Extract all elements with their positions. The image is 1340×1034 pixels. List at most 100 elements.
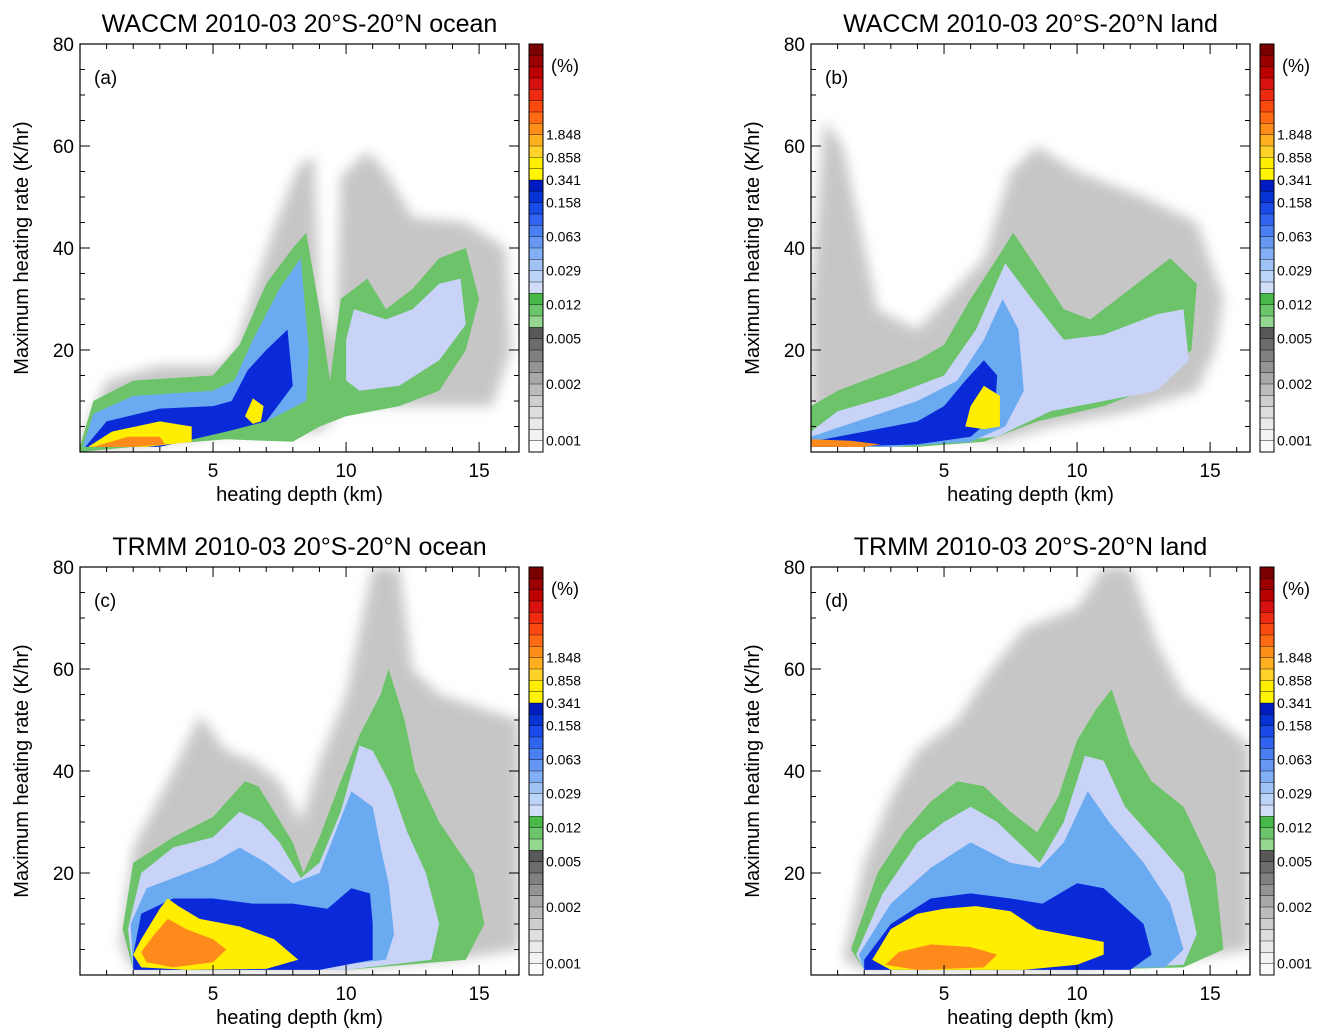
panel-label: (a)	[94, 68, 117, 89]
y-tick-label: 60	[53, 660, 74, 681]
colorbar-segment	[528, 179, 544, 192]
colorbar-segment	[1259, 134, 1275, 147]
colorbar-segment	[528, 770, 544, 783]
colorbar-segment	[528, 191, 544, 204]
colorbar-segment	[528, 293, 544, 306]
colorbar-segment	[1259, 406, 1275, 419]
colorbar-segment	[528, 383, 544, 396]
x-tick-label: 10	[1066, 984, 1087, 1005]
colorbar-tick-label: 0.158	[1277, 718, 1312, 734]
colorbar-segment	[528, 270, 544, 283]
colorbar-segment	[1259, 168, 1275, 181]
panel-label: (d)	[825, 591, 848, 612]
colorbar-segment	[528, 929, 544, 942]
colorbar-segment	[1259, 361, 1275, 374]
x-tick-label: 10	[1066, 461, 1087, 482]
colorbar: (%) 1.848 0.858 0.341 0.158 0.063 0.029 0.012 0.…	[528, 43, 581, 453]
colorbar-tick-label: 0.001	[546, 433, 581, 449]
colorbar-tick-label: 0.029	[546, 786, 581, 802]
colorbar-segment	[528, 202, 544, 215]
contour-region-0.858-7	[245, 398, 264, 424]
colorbar-segment	[1259, 963, 1275, 976]
colorbar-segment	[528, 725, 544, 738]
colorbar-segment	[1259, 123, 1275, 136]
x-tick-label: 5	[208, 984, 219, 1005]
colorbar-segment	[528, 123, 544, 136]
colorbar-tick-label: 0.005	[1277, 331, 1312, 347]
colorbar-tick-label: 0.341	[1277, 695, 1312, 711]
chart-title: TRMM 2010-03 20°S-20°N land	[854, 533, 1208, 561]
colorbar-segment	[1259, 691, 1275, 704]
x-tick-label: 15	[469, 984, 490, 1005]
colorbar-tick-label: 0.001	[1277, 956, 1312, 972]
colorbar-tick-label: 0.029	[1277, 263, 1312, 279]
panel-label: (b)	[825, 68, 848, 89]
contour-region-1.848-7	[141, 918, 227, 968]
colorbar-segment	[1259, 395, 1275, 408]
colorbar-tick-label: 0.858	[1277, 672, 1312, 688]
colorbar-tick-label: 0.029	[1277, 786, 1312, 802]
colorbar-segment	[528, 657, 544, 670]
colorbar-segment	[528, 247, 544, 260]
colorbar-segment	[1259, 600, 1275, 613]
colorbar-segment	[528, 623, 544, 636]
colorbar-segment	[1259, 725, 1275, 738]
colorbar-segment	[1259, 714, 1275, 727]
colorbar-tick-label: 0.002	[1277, 899, 1312, 915]
colorbar-segment	[1259, 657, 1275, 670]
colorbar-segment	[1259, 895, 1275, 908]
colorbar-segment	[1259, 372, 1275, 385]
colorbar-segment	[528, 338, 544, 351]
colorbar-tick-label: 0.012	[1277, 820, 1312, 836]
colorbar-segment	[1259, 259, 1275, 272]
colorbar-segment	[1259, 111, 1275, 124]
colorbar-segment	[1259, 748, 1275, 761]
colorbar-segment	[528, 827, 544, 840]
colorbar-segment	[528, 145, 544, 158]
y-tick-label: 20	[53, 341, 74, 362]
x-tick-label: 10	[335, 984, 356, 1005]
colorbar-tick-label: 0.158	[1277, 195, 1312, 211]
colorbar-segment	[1259, 440, 1275, 453]
colorbar-segment	[528, 315, 544, 328]
colorbar-segment	[1259, 89, 1275, 102]
colorbar-segment	[1259, 861, 1275, 874]
colorbar-segment	[1259, 383, 1275, 396]
colorbar-tick-label: 0.012	[1277, 297, 1312, 313]
colorbar-segment	[1259, 872, 1275, 885]
colorbar-segment	[528, 793, 544, 806]
colorbar-segment	[528, 66, 544, 79]
colorbar-segment	[1259, 236, 1275, 249]
contour-region-0.158-5	[85, 329, 293, 447]
colorbar-segment	[1259, 145, 1275, 158]
contour-region-0.158-5	[811, 360, 998, 447]
colorbar-segment	[1259, 338, 1275, 351]
chart-panel-2: 5 10 15 20 40 60 80 WACCM 2010-03 20°S-20°N lan…	[742, 10, 1312, 506]
y-tick-label: 40	[784, 762, 805, 783]
colorbar-segment	[1259, 929, 1275, 942]
colorbar-segment	[528, 259, 544, 272]
colorbar-segment	[528, 906, 544, 919]
colorbar-segment	[1259, 327, 1275, 340]
colorbar-segment	[528, 111, 544, 124]
colorbar-segment	[1259, 804, 1275, 817]
colorbar-segment	[1259, 623, 1275, 636]
colorbar-tick-label: 0.858	[546, 672, 581, 688]
y-axis-label: Maximum heating rate (K/hr)	[11, 644, 33, 897]
contour-region-1.848-7	[885, 944, 998, 970]
colorbar-tick-label: 1.848	[546, 127, 581, 143]
colorbar-segment	[1259, 281, 1275, 294]
colorbar-segment	[528, 372, 544, 385]
colorbar-tick-label: 0.002	[546, 899, 581, 915]
colorbar-tick-label: 0.002	[546, 376, 581, 392]
colorbar-tick-label: 0.858	[546, 149, 581, 165]
colorbar-segment	[1259, 225, 1275, 238]
colorbar-segment	[528, 714, 544, 727]
colorbar-segment	[1259, 952, 1275, 965]
colorbar-segment	[528, 134, 544, 147]
contour-region-0.029-3	[346, 278, 466, 391]
colorbar-segment	[1259, 702, 1275, 715]
colorbar-unit: (%)	[1282, 579, 1310, 599]
colorbar: (%) 1.848 0.858 0.341 0.158 0.063 0.029 0.012 0.…	[528, 566, 581, 976]
chart-title: WACCM 2010-03 20°S-20°N land	[843, 10, 1218, 38]
